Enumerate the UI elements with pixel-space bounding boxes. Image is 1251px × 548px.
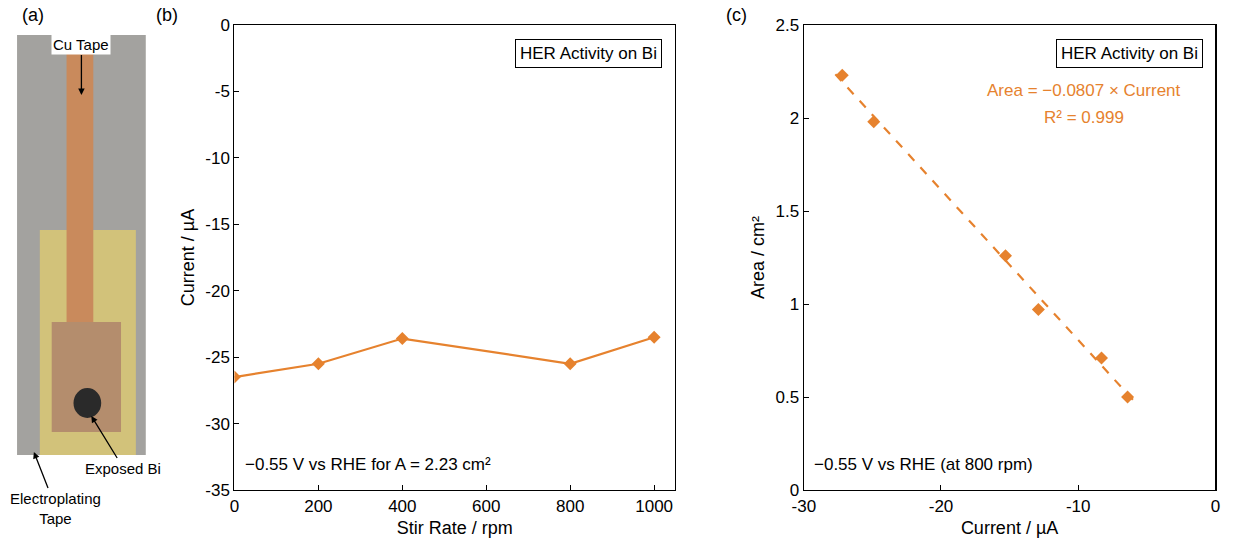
svg-text:400: 400: [388, 497, 416, 516]
svg-text:−0.55 V vs RHE for A = 2.23 cm: −0.55 V vs RHE for A = 2.23 cm²: [245, 455, 491, 474]
svg-text:800: 800: [556, 497, 584, 516]
svg-text:Cu Tape: Cu Tape: [53, 36, 109, 53]
svg-text:0.5: 0.5: [776, 388, 800, 407]
svg-text:-30: -30: [792, 497, 817, 516]
svg-text:-10: -10: [205, 149, 230, 168]
svg-text:HER Activity on Bi: HER Activity on Bi: [1061, 44, 1198, 63]
svg-text:0: 0: [230, 497, 239, 516]
svg-text:Current / µA: Current / µA: [178, 209, 198, 306]
svg-text:(c): (c): [726, 5, 747, 25]
svg-text:−0.55 V vs RHE (at 800 rpm): −0.55 V vs RHE (at 800 rpm): [814, 455, 1033, 474]
svg-text:Area / cm²: Area / cm²: [748, 216, 768, 299]
svg-text:-30: -30: [205, 415, 230, 434]
svg-text:0: 0: [790, 481, 799, 500]
svg-text:Stir Rate / rpm: Stir Rate / rpm: [397, 518, 513, 538]
svg-text:-20: -20: [929, 497, 954, 516]
svg-text:Current / µA: Current / µA: [961, 518, 1058, 538]
svg-text:R² = 0.999: R² = 0.999: [1044, 108, 1124, 127]
svg-text:1000: 1000: [635, 497, 673, 516]
svg-text:-20: -20: [205, 282, 230, 301]
svg-text:(a): (a): [22, 5, 44, 25]
svg-text:200: 200: [304, 497, 332, 516]
svg-text:600: 600: [472, 497, 500, 516]
svg-text:1.5: 1.5: [776, 202, 800, 221]
svg-text:-35: -35: [205, 481, 230, 500]
svg-text:Exposed Bi: Exposed Bi: [85, 460, 161, 477]
svg-text:-15: -15: [205, 215, 230, 234]
svg-text:2.5: 2.5: [776, 16, 800, 35]
svg-text:0: 0: [1211, 497, 1220, 516]
svg-text:0: 0: [220, 16, 229, 35]
svg-text:2: 2: [790, 109, 799, 128]
svg-text:ElectroplatingTape: ElectroplatingTape: [10, 490, 101, 527]
svg-text:(b): (b): [156, 5, 178, 25]
svg-text:Area = −0.0807 × Current: Area = −0.0807 × Current: [987, 81, 1181, 100]
svg-text:-25: -25: [205, 348, 230, 367]
svg-text:-10: -10: [1066, 497, 1091, 516]
svg-text:1: 1: [790, 295, 799, 314]
svg-text:HER Activity on Bi: HER Activity on Bi: [520, 44, 657, 63]
svg-text:-5: -5: [215, 82, 230, 101]
